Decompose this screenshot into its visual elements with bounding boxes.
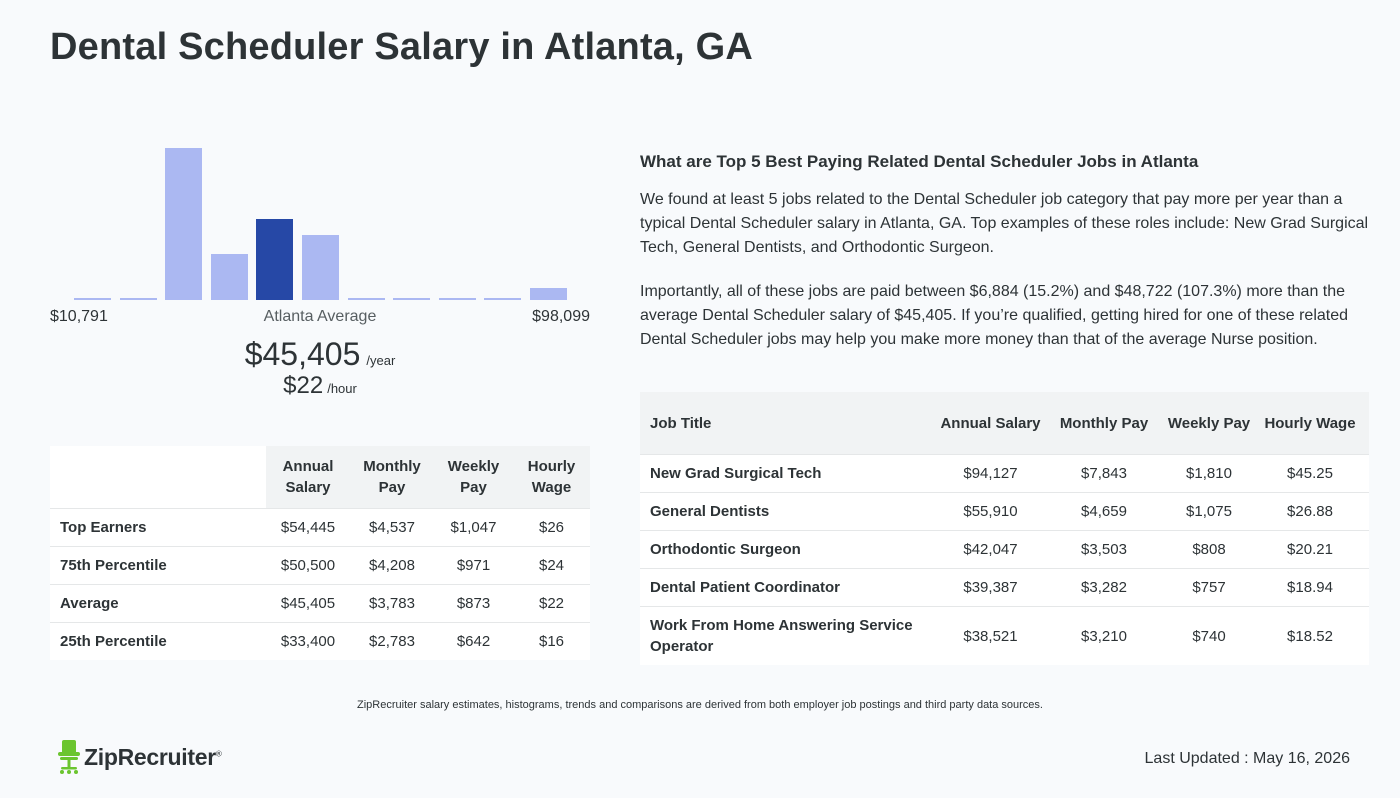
related-jobs-heading: What are Top 5 Best Paying Related Denta… <box>640 152 1199 171</box>
last-updated: Last Updated : May 16, 2026 <box>1144 750 1350 767</box>
histogram-bar <box>438 298 476 300</box>
table-cell: $7,843 <box>1041 454 1167 493</box>
table-row: Average $45,405 $3,783 $873 $22 <box>50 584 590 623</box>
table-cell: $94,127 <box>940 454 1041 493</box>
histogram-max-label: $98,099 <box>532 308 590 325</box>
chair-icon <box>58 740 80 774</box>
job-title-cell: Dental Patient Coordinator <box>640 568 940 607</box>
header-cell: Weekly Pay <box>1167 392 1251 455</box>
header-cell: Job Title <box>640 392 940 455</box>
row-label: 75th Percentile <box>50 546 266 585</box>
average-hourly-amount: $22 <box>283 372 324 399</box>
logo-wordmark: ZipRecruiter® <box>84 743 222 770</box>
table-row: New Grad Surgical Tech $94,127 $7,843 $1… <box>640 454 1369 493</box>
histogram-min-label: $10,791 <box>50 308 108 325</box>
header-cell <box>50 446 266 509</box>
table-cell: $45.25 <box>1251 454 1369 493</box>
table-cell: $1,075 <box>1167 492 1251 531</box>
histogram-bar <box>302 235 339 300</box>
job-title-cell: Work From Home Answering Service Operato… <box>640 606 940 665</box>
salary-histogram <box>50 130 590 300</box>
table-row: General Dentists $55,910 $4,659 $1,075 $… <box>640 492 1369 531</box>
page-title: Dental Scheduler Salary in Atlanta, GA <box>50 26 754 68</box>
table-cell: $24 <box>513 546 590 585</box>
table-row: 25th Percentile $33,400 $2,783 $642 $16 <box>50 622 590 660</box>
table-cell: $873 <box>434 584 513 623</box>
row-label: 25th Percentile <box>50 622 266 660</box>
table-cell: $4,659 <box>1041 492 1167 531</box>
table-cell: $18.52 <box>1251 606 1369 665</box>
table-cell: $16 <box>513 622 590 660</box>
table-cell: $39,387 <box>940 568 1041 607</box>
table-cell: $808 <box>1167 530 1251 569</box>
table-cell: $4,208 <box>350 546 434 585</box>
header-cell: Hourly Wage <box>513 446 590 509</box>
average-hourly-unit: /hour <box>327 381 357 396</box>
table-cell: $740 <box>1167 606 1251 665</box>
table-row: Dental Patient Coordinator $39,387 $3,28… <box>640 568 1369 607</box>
table-cell: $22 <box>513 584 590 623</box>
related-jobs-table: Job Title Annual Salary Monthly Pay Week… <box>640 392 1369 665</box>
related-jobs-intro: We found at least 5 jobs related to the … <box>640 191 1369 256</box>
average-hourly-wage: $22/hour <box>50 372 590 400</box>
average-annual-salary: $45,405/year <box>50 336 590 373</box>
data-source-footnote: ZipRecruiter salary estimates, histogram… <box>357 699 1043 711</box>
table-cell: $3,783 <box>350 584 434 623</box>
histogram-bar <box>347 298 385 300</box>
table-cell: $18.94 <box>1251 568 1369 607</box>
average-annual-amount: $45,405 <box>244 336 361 372</box>
table-row: Work From Home Answering Service Operato… <box>640 606 1369 665</box>
histogram-bar <box>165 148 203 300</box>
header-cell: Monthly Pay <box>1041 392 1167 455</box>
histogram-bar <box>119 298 157 300</box>
histogram-bar-average <box>256 219 294 300</box>
histogram-bar <box>530 288 567 300</box>
table-cell: $1,810 <box>1167 454 1251 493</box>
table-row: Top Earners $54,445 $4,537 $1,047 $26 <box>50 508 590 547</box>
table-cell: $4,537 <box>350 508 434 547</box>
table-row: Orthodontic Surgeon $42,047 $3,503 $808 … <box>640 530 1369 569</box>
table-cell: $1,047 <box>434 508 513 547</box>
table-cell: $45,405 <box>266 584 350 623</box>
table-cell: $20.21 <box>1251 530 1369 569</box>
job-title-cell: Orthodontic Surgeon <box>640 530 940 569</box>
job-title-cell: New Grad Surgical Tech <box>640 454 940 493</box>
table-cell: $3,282 <box>1041 568 1167 607</box>
table-cell: $3,210 <box>1041 606 1167 665</box>
header-cell: Monthly Pay <box>350 446 434 509</box>
header-cell: Weekly Pay <box>434 446 513 509</box>
table-cell: $2,783 <box>350 622 434 660</box>
table-cell: $33,400 <box>266 622 350 660</box>
table-cell: $3,503 <box>1041 530 1167 569</box>
average-annual-unit: /year <box>366 353 396 368</box>
table-cell: $54,445 <box>266 508 350 547</box>
table-row: 75th Percentile $50,500 $4,208 $971 $24 <box>50 546 590 585</box>
ziprecruiter-logo: ZipRecruiter® <box>58 740 222 774</box>
histogram-average-label: Atlanta Average <box>263 308 377 325</box>
row-label: Average <box>50 584 266 623</box>
histogram-bar <box>484 298 522 300</box>
header-cell: Annual Salary <box>940 392 1041 455</box>
histogram-bar <box>210 254 248 300</box>
row-label: Top Earners <box>50 508 266 547</box>
percentile-table: Annual Salary Monthly Pay Weekly Pay Hou… <box>50 446 590 660</box>
table-cell: $42,047 <box>940 530 1041 569</box>
table-cell: $55,910 <box>940 492 1041 531</box>
table-cell: $38,521 <box>940 606 1041 665</box>
table-header-row: Annual Salary Monthly Pay Weekly Pay Hou… <box>50 446 590 509</box>
table-cell: $642 <box>434 622 513 660</box>
table-cell: $971 <box>434 546 513 585</box>
table-cell: $26.88 <box>1251 492 1369 531</box>
histogram-bar <box>74 298 111 300</box>
related-jobs-detail: Importantly, all of these jobs are paid … <box>640 283 1349 348</box>
table-cell: $26 <box>513 508 590 547</box>
header-cell: Annual Salary <box>266 446 350 509</box>
table-cell: $50,500 <box>266 546 350 585</box>
header-cell: Hourly Wage <box>1251 392 1369 455</box>
histogram-bar <box>393 298 431 300</box>
table-header-row: Job Title Annual Salary Monthly Pay Week… <box>640 392 1369 455</box>
table-cell: $757 <box>1167 568 1251 607</box>
job-title-cell: General Dentists <box>640 492 940 531</box>
